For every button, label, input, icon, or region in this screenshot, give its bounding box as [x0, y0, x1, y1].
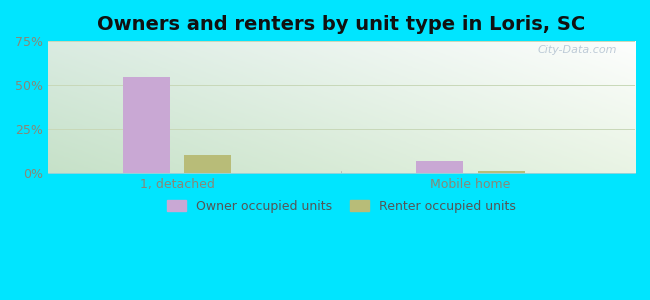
Legend: Owner occupied units, Renter occupied units: Owner occupied units, Renter occupied un… — [162, 194, 521, 218]
Text: City-Data.com: City-Data.com — [538, 45, 617, 55]
Title: Owners and renters by unit type in Loris, SC: Owners and renters by unit type in Loris… — [98, 15, 586, 34]
Bar — [416, 161, 463, 173]
Bar — [478, 171, 525, 173]
Bar — [185, 155, 231, 173]
Bar — [123, 77, 170, 173]
